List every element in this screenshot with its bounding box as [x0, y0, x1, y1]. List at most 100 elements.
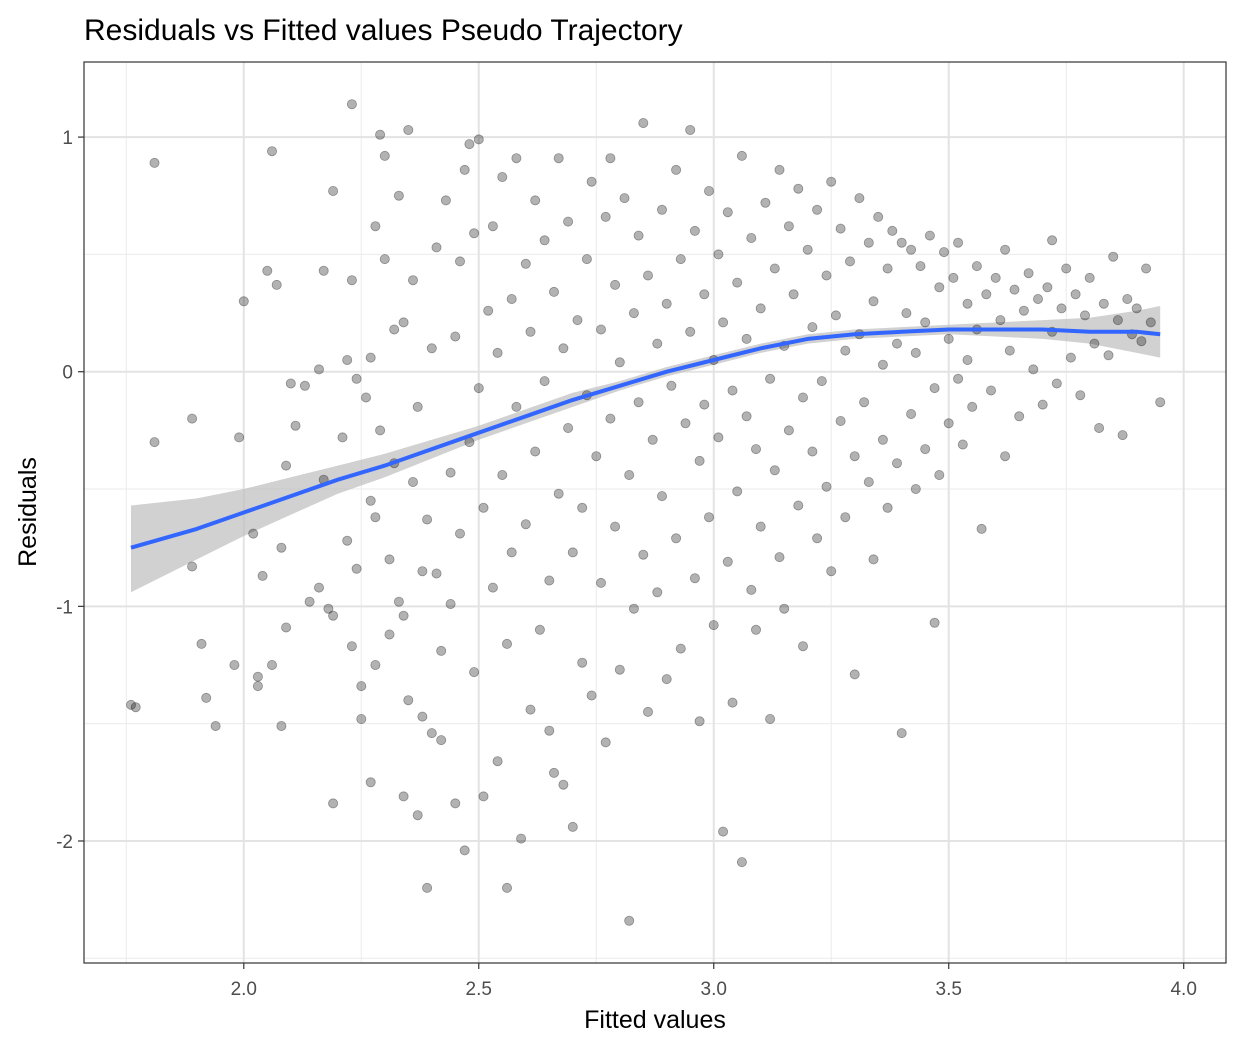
data-point: [863, 237, 874, 248]
data-point: [511, 401, 522, 412]
data-point: [840, 512, 851, 523]
data-point: [304, 596, 315, 607]
data-point: [1112, 315, 1123, 326]
data-point: [539, 235, 550, 246]
data-point: [492, 347, 503, 358]
data-point: [835, 415, 846, 426]
data-point: [351, 373, 362, 384]
data-point: [722, 207, 733, 218]
data-point: [826, 566, 837, 577]
data-point: [1065, 352, 1076, 363]
data-point: [384, 554, 395, 565]
data-point: [412, 810, 423, 821]
data-point: [939, 247, 950, 258]
data-point: [713, 249, 724, 260]
x-tick-label: 3.5: [936, 979, 962, 1000]
data-point: [520, 519, 531, 530]
plot-border: [83, 61, 1227, 964]
data-point: [779, 603, 790, 614]
data-point: [614, 664, 625, 675]
data-point: [680, 418, 691, 429]
data-point: [605, 413, 616, 424]
data-point: [638, 118, 649, 129]
data-point: [525, 704, 536, 715]
data-point: [469, 228, 480, 239]
data-point: [342, 535, 353, 546]
data-point: [605, 153, 616, 164]
data-point: [436, 645, 447, 656]
data-point: [417, 566, 428, 577]
data-point: [727, 385, 738, 396]
data-point: [741, 411, 752, 422]
data-point: [1037, 399, 1048, 410]
data-point: [558, 779, 569, 790]
data-point: [694, 455, 705, 466]
data-point: [953, 237, 964, 248]
data-point: [849, 669, 860, 680]
data-point: [426, 728, 437, 739]
data-point: [1080, 310, 1091, 321]
data-point: [892, 458, 903, 469]
data-point: [633, 230, 644, 241]
data-point: [407, 275, 418, 286]
data-point: [694, 716, 705, 727]
data-point: [1023, 268, 1034, 279]
data-point: [929, 383, 940, 394]
data-point: [732, 486, 743, 497]
data-point: [699, 399, 710, 410]
data-point: [591, 451, 602, 462]
data-point: [1122, 293, 1133, 304]
data-point: [718, 826, 729, 837]
y-axis-title: Residuals: [14, 457, 42, 567]
data-point: [943, 333, 954, 344]
data-point: [967, 401, 978, 412]
data-point: [943, 418, 954, 429]
data-point: [685, 125, 696, 136]
data-point: [351, 563, 362, 574]
data-point: [454, 528, 465, 539]
data-point: [478, 502, 489, 513]
data-point: [807, 322, 818, 333]
data-point: [769, 465, 780, 476]
data-point: [271, 279, 282, 290]
data-point: [440, 195, 451, 206]
data-point: [774, 552, 785, 563]
data-point: [647, 434, 658, 445]
data-point: [830, 310, 841, 321]
data-point: [384, 629, 395, 640]
data-point: [713, 432, 724, 443]
data-point: [586, 690, 597, 701]
data-point: [299, 380, 310, 391]
data-point: [995, 315, 1006, 326]
data-point: [906, 244, 917, 255]
data-point: [657, 204, 668, 215]
data-point: [1014, 411, 1025, 422]
data-point: [126, 699, 137, 710]
data-point: [445, 467, 456, 478]
data-point: [821, 481, 832, 492]
data-point: [379, 150, 390, 161]
data-point: [910, 347, 921, 358]
data-point: [525, 326, 536, 337]
data-point: [671, 164, 682, 175]
data-point: [544, 575, 555, 586]
data-point: [788, 289, 799, 300]
data-point: [365, 777, 376, 788]
data-point: [1056, 303, 1067, 314]
data-point: [398, 791, 409, 802]
data-point: [765, 714, 776, 725]
data-point: [497, 469, 508, 480]
data-point: [196, 638, 207, 649]
data-point: [501, 882, 512, 893]
data-point: [751, 444, 762, 455]
data-point: [360, 392, 371, 403]
data-point: [920, 444, 931, 455]
smooth-confidence-band: [131, 306, 1161, 593]
data-point: [187, 561, 198, 572]
data-point: [483, 305, 494, 316]
data-point: [661, 298, 672, 309]
chart-title: Residuals vs Fitted values Pseudo Trajec…: [84, 14, 683, 47]
data-point: [971, 261, 982, 272]
data-point: [877, 434, 888, 445]
data-point: [370, 512, 381, 523]
